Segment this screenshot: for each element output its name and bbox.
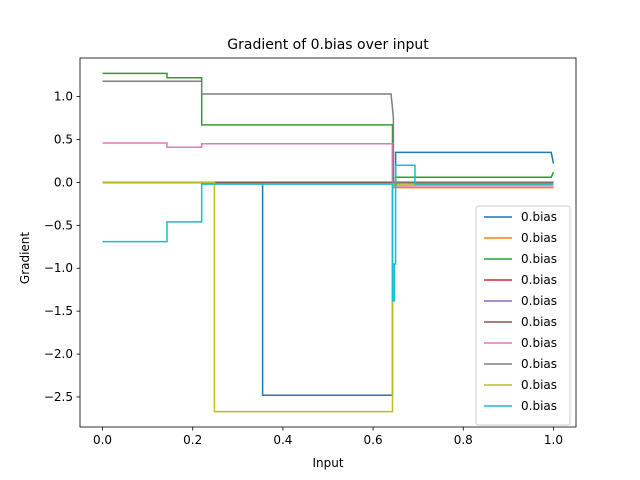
legend-label: 0.bias [521,294,557,308]
chart-title: Gradient of 0.bias over input [227,37,429,53]
x-axis-label: Input [312,456,343,470]
x-tick-label: 0.2 [183,433,202,447]
y-tick-label: −1.0 [44,261,73,275]
axes: 0.0 0.2 0.4 0.6 0.8 1.0 −2.5 −2.0 −1.5 −1.0 −0.5 0.… [44,57,577,447]
y-tick-label: 0.5 [54,133,73,147]
series-line-7 [102,142,554,187]
x-tick-label: 0.4 [273,433,292,447]
y-tick-label: −2.5 [44,390,73,404]
legend-label: 0.bias [521,378,557,392]
x-tick-label: 0.0 [93,433,112,447]
legend-label: 0.bias [521,399,557,413]
series-line-3 [102,72,555,186]
y-axis-label: Gradient [18,232,32,285]
y-tick-label: −0.5 [44,218,73,232]
legend-label: 0.bias [521,336,557,350]
series-line-10 [102,164,554,302]
legend-label: 0.bias [521,210,557,224]
legend-label: 0.bias [521,273,557,287]
axes-frame [79,57,577,428]
legend-box [475,205,571,426]
y-tick-label: −1.5 [44,304,73,318]
legend: 0.bias 0.bias 0.bias 0.bias 0.bias 0.bias 0.bi… [475,205,571,426]
series-line-8 [102,80,554,185]
plot-area [102,72,555,413]
x-tick-label: 0.6 [364,433,383,447]
legend-label: 0.bias [521,357,557,371]
legend-label: 0.bias [521,231,557,245]
x-tick-label: 0.8 [454,433,473,447]
x-tick-label: 1.0 [544,433,563,447]
y-tick-label: 1.0 [54,90,73,104]
y-tick-label: −2.0 [44,347,73,361]
legend-label: 0.bias [521,315,557,329]
y-tick-label: 0.0 [54,175,73,189]
legend-label: 0.bias [521,252,557,266]
